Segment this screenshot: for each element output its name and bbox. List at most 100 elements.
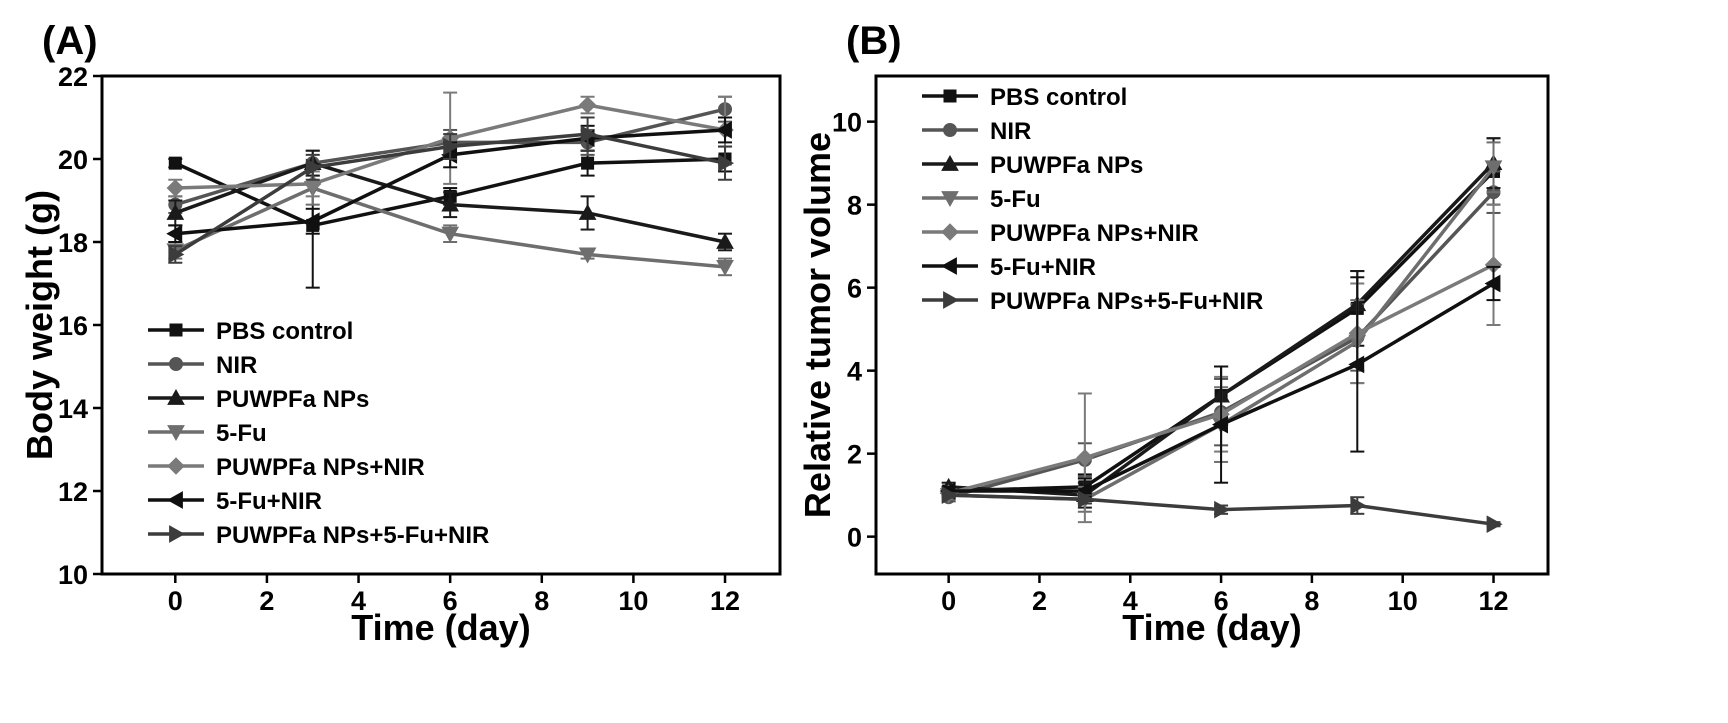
panel-b-tumor-volume-chart: (B) 0 2 4 6 8 10 12 0 2 4 6 8 10 Time (day) Relative tu…: [797, 19, 1550, 648]
x-tick-label: 4: [1123, 586, 1138, 616]
legend-label: PUWPFa NPs+NIR: [990, 220, 1199, 247]
data-point: [305, 158, 322, 177]
legend-swatch-marker: [940, 257, 957, 275]
data-point: [168, 245, 185, 264]
data-point: [303, 212, 320, 231]
x-tick-label: 8: [534, 586, 549, 616]
legend-label: PUWPFa NPs: [216, 386, 369, 413]
legend-swatch-marker: [943, 89, 957, 103]
legend-swatch-marker: [169, 357, 183, 371]
panel-label: (B): [846, 19, 902, 63]
data-point: [716, 260, 734, 276]
legend-label: 5-Fu: [990, 186, 1041, 213]
data-point: [441, 195, 460, 212]
legend-item-5-fu-nir: 5-Fu+NIR: [148, 488, 322, 515]
legend-label: 5-Fu+NIR: [216, 488, 322, 515]
legend-swatch-marker: [941, 191, 959, 208]
y-tick-label: 12: [58, 477, 88, 507]
y-tick-label: 20: [58, 145, 88, 175]
y-tick-label: 10: [832, 108, 862, 138]
legend-label: PUWPFa NPs+5-Fu+NIR: [216, 522, 489, 549]
data-point: [1348, 355, 1365, 374]
legend-label: PBS control: [990, 84, 1127, 111]
data-point: [581, 156, 595, 170]
data-point: [578, 247, 597, 264]
x-tick-label: 0: [941, 586, 956, 616]
legend-item-nir: NIR: [922, 118, 1031, 145]
legend-item-pbs-control: PBS control: [148, 318, 353, 345]
legend-item-puwpfa-nps-5-fu-nir: PUWPFa NPs+5-Fu+NIR: [148, 522, 489, 549]
data-point: [168, 156, 182, 170]
y-tick-label: 14: [58, 394, 88, 424]
legend-swatch-marker: [943, 291, 960, 309]
x-tick-label: 6: [443, 586, 458, 616]
data-point: [443, 137, 460, 156]
legend-swatch-marker: [166, 491, 183, 509]
legend-item-puwpfa-nps-nir: PUWPFa NPs+NIR: [148, 454, 425, 481]
x-tick-label: 10: [618, 586, 648, 616]
y-tick-label: 16: [58, 311, 88, 341]
y-tick-label: 2: [847, 440, 862, 470]
panel-a-body-weight-chart: (A) 0 2 4 6 8 10 12 10 12 14 16 18 20 22 Time (day) Body…: [19, 19, 782, 648]
y-tick-label: 4: [847, 357, 862, 387]
legend-item-nir: NIR: [148, 352, 257, 379]
x-axis-title: Time (day): [1122, 607, 1301, 648]
x-tick-label: 4: [351, 586, 366, 616]
x-tick-label: 12: [710, 586, 740, 616]
data-point: [1350, 496, 1367, 515]
legend-item-puwpfa-nps-nir: PUWPFa NPs+NIR: [922, 220, 1199, 247]
legend-item-puwpfa-nps-5-fu-nir: PUWPFa NPs+5-Fu+NIR: [922, 288, 1263, 315]
data-point: [578, 96, 597, 114]
legend-swatch-marker: [167, 388, 185, 405]
data-point: [1076, 449, 1094, 467]
x-tick-label: 6: [1214, 586, 1229, 616]
legend-swatch-marker: [941, 154, 959, 171]
plot-frame: [874, 74, 1550, 576]
series-puwpfa-nps-5-fu-nir: [941, 486, 1503, 534]
legend-label: NIR: [990, 118, 1031, 145]
legend-swatch-marker: [941, 223, 959, 241]
legend-item-puwpfa-nps: PUWPFa NPs: [922, 152, 1143, 179]
legend: PBS control NIR PUWPFa NPs 5-Fu PUWPFa NPs+N…: [148, 318, 489, 549]
y-tick-label: 0: [847, 523, 862, 553]
x-tick-label: 10: [1388, 586, 1418, 616]
data-point: [718, 154, 735, 172]
legend-item-puwpfa-nps: PUWPFa NPs: [148, 386, 369, 413]
x-tick-label: 8: [1304, 586, 1319, 616]
legend-item-pbs-control: PBS control: [922, 84, 1127, 111]
x-tick-label: 0: [168, 586, 183, 616]
data-point: [715, 121, 732, 139]
data-point: [941, 486, 958, 504]
y-axis-title: Relative tumor volume: [797, 132, 838, 518]
legend-item-5-fu: 5-Fu: [922, 186, 1041, 213]
data-point: [166, 179, 185, 197]
legend-label: PUWPFa NPs+5-Fu+NIR: [990, 288, 1263, 315]
x-tick-label: 2: [259, 586, 274, 616]
y-tick-label: 10: [58, 560, 88, 590]
x-tick-label: 12: [1478, 586, 1508, 616]
legend-label: PUWPFa NPs+NIR: [216, 454, 425, 481]
data-point: [578, 203, 597, 220]
legend-swatch-marker: [943, 123, 957, 137]
data-point: [1484, 274, 1501, 293]
legend: PBS control NIR PUWPFa NPs 5-Fu PUWPFa NPs+N…: [922, 84, 1263, 315]
data-point: [1077, 490, 1094, 509]
data-point: [1486, 515, 1503, 534]
legend-swatch-marker: [169, 525, 186, 543]
data-point: [716, 232, 734, 249]
data-point: [166, 224, 183, 243]
legend-label: 5-Fu: [216, 420, 267, 447]
legend-label: PUWPFa NPs: [990, 152, 1143, 179]
y-tick-label: 22: [58, 62, 88, 92]
legend-label: 5-Fu+NIR: [990, 254, 1096, 281]
legend-swatch-marker: [169, 323, 183, 337]
legend-swatch-marker: [167, 457, 185, 475]
legend-label: PBS control: [216, 318, 353, 345]
x-axis-title: Time (day): [351, 607, 530, 648]
data-point: [1484, 160, 1503, 177]
y-tick-label: 8: [847, 191, 862, 221]
legend-item-5-fu-nir: 5-Fu+NIR: [922, 254, 1096, 281]
y-axis-title: Body weight (g): [19, 190, 60, 460]
legend-item-5-fu: 5-Fu: [148, 420, 267, 447]
